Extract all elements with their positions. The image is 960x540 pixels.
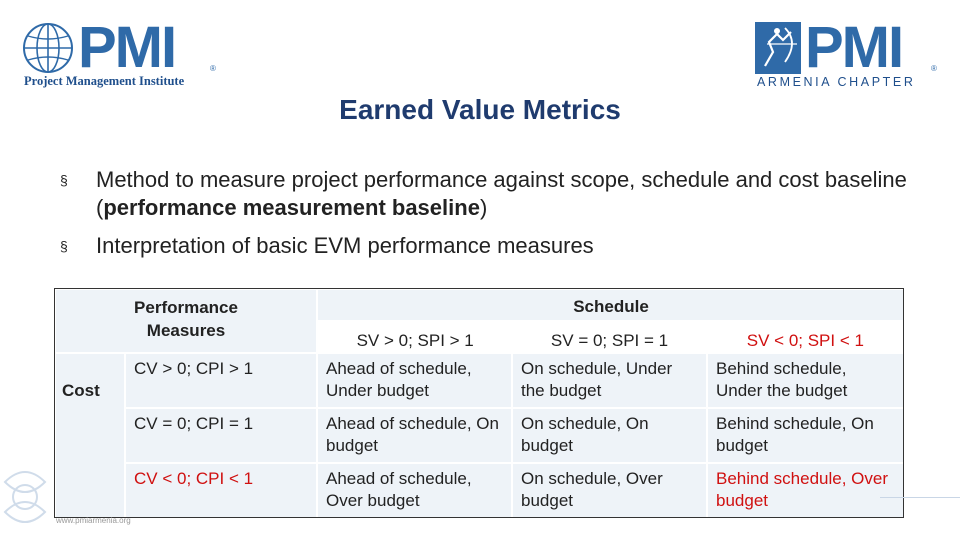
bullet-list: § Method to measure project performance …: [60, 166, 920, 270]
pmi-armenia-logo: PMI ® ARMENIA CHAPTER: [755, 15, 940, 92]
bullet-text-end: ): [479, 195, 488, 220]
table-cell: On schedule, Under the budget: [511, 352, 708, 409]
cost-row-under: CV > 0; CPI > 1: [124, 352, 318, 409]
globe-icon: [23, 23, 73, 73]
bullet-marker: §: [60, 172, 68, 188]
logo-caption: ARMENIA CHAPTER: [757, 75, 916, 89]
bullet-bold-text: performance measurement baseline: [103, 195, 480, 220]
footer-url: www.pmiarmenia.org: [56, 516, 131, 525]
table-cell: On schedule, Over budget: [511, 462, 708, 519]
table-cell: Ahead of schedule, Over budget: [316, 462, 513, 519]
knot-ornament-icon: [3, 471, 47, 523]
schedule-col-behind: SV < 0; SPI < 1: [746, 331, 864, 350]
bullet-marker: §: [60, 238, 68, 254]
table-cell: Behind schedule, Under the budget: [705, 352, 907, 409]
evm-table: Performance Measures Schedule SV > 0; SP…: [54, 288, 907, 519]
cost-row-on: CV = 0; CPI = 1: [124, 407, 318, 464]
bullet-item: § Interpretation of basic EVM performanc…: [60, 232, 920, 260]
registered-mark: ®: [210, 64, 216, 73]
schedule-header: Schedule: [318, 290, 905, 322]
performance-measures-header: Performance Measures: [54, 288, 318, 354]
logo-caption: Project Management Institute: [24, 74, 185, 88]
table-cell: Behind schedule, On budget: [705, 407, 907, 464]
table-cell: On schedule, On budget: [511, 407, 708, 464]
bullet-item: § Method to measure project performance …: [60, 166, 920, 222]
performance-measures-label: Performance Measures: [134, 298, 238, 340]
footer-divider: [880, 497, 960, 498]
table-cell: Ahead of schedule, Under budget: [316, 352, 513, 409]
schedule-col-on: SV = 0; SPI = 1: [550, 331, 669, 350]
table-cell: Ahead of schedule, On budget: [316, 407, 513, 464]
archer-icon: [755, 22, 801, 74]
table-cell-critical: Behind schedule, Over budget: [705, 462, 907, 519]
pmi-wordmark: PMI: [78, 15, 177, 80]
bullet-text: Method to measure project performance ag…: [96, 167, 907, 220]
cost-label: Cost: [54, 352, 126, 519]
schedule-header-group: Schedule SV > 0; SPI > 1 SV = 0; SPI = 1…: [315, 288, 907, 354]
registered-mark: ®: [931, 64, 937, 73]
pmi-logo: PMI ® Project Management Institute: [22, 15, 222, 92]
cost-row-over: CV < 0; CPI < 1: [124, 462, 318, 519]
schedule-col-ahead: SV > 0; SPI > 1: [356, 331, 474, 350]
pmi-wordmark: PMI: [805, 15, 904, 80]
bullet-text: Interpretation of basic EVM performance …: [96, 233, 594, 258]
slide-title: Earned Value Metrics: [339, 94, 621, 125]
